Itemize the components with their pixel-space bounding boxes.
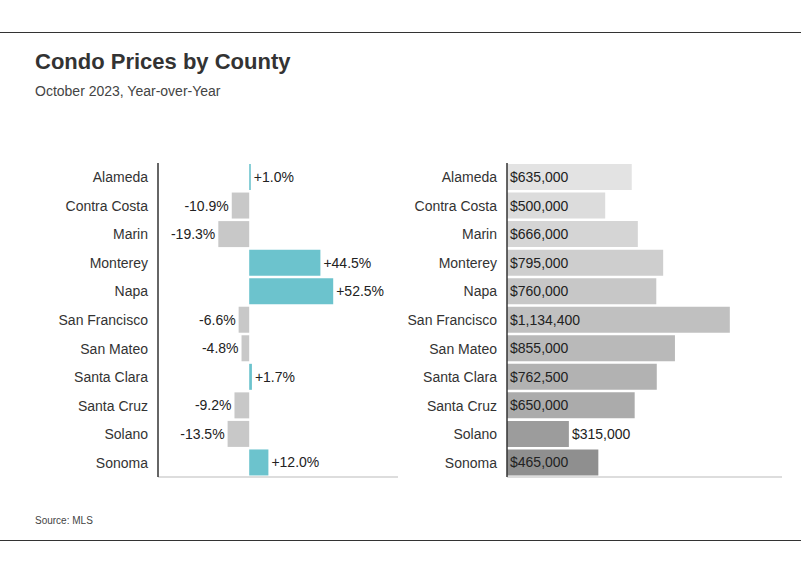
svg-text:+12.0%: +12.0%: [271, 454, 319, 470]
svg-text:Monterey: Monterey: [90, 255, 148, 271]
svg-text:San Mateo: San Mateo: [80, 341, 148, 357]
svg-text:$635,000: $635,000: [510, 169, 569, 185]
html-text:Source: MLS: Source: MLS: [35, 515, 93, 526]
svg-text:$465,000: $465,000: [510, 454, 569, 470]
svg-text:$762,500: $762,500: [510, 369, 569, 385]
svg-text:Santa Cruz: Santa Cruz: [78, 398, 148, 414]
svg-text:$500,000: $500,000: [510, 198, 569, 214]
svg-text:Napa: Napa: [115, 283, 149, 299]
html-text:October 2023, Year-over-Year: October 2023, Year-over-Year: [35, 83, 221, 99]
svg-text:San Francisco: San Francisco: [59, 312, 149, 328]
svg-text:Solano: Solano: [104, 426, 148, 442]
svg-text:Napa: Napa: [464, 283, 498, 299]
svg-text:+1.7%: +1.7%: [255, 369, 295, 385]
svg-text:Contra Costa: Contra Costa: [415, 198, 498, 214]
svg-text:Contra Costa: Contra Costa: [66, 198, 149, 214]
svg-text:Monterey: Monterey: [439, 255, 497, 271]
svg-text:Alameda: Alameda: [93, 169, 148, 185]
svg-text:San Francisco: San Francisco: [408, 312, 498, 328]
svg-text:+1.0%: +1.0%: [254, 169, 294, 185]
svg-text:$1,134,400: $1,134,400: [510, 312, 580, 328]
svg-text:Marin: Marin: [462, 226, 497, 242]
svg-text:$795,000: $795,000: [510, 255, 569, 271]
svg-text:+52.5%: +52.5%: [336, 283, 384, 299]
svg-text:San Mateo: San Mateo: [429, 341, 497, 357]
svg-text:Sonoma: Sonoma: [445, 455, 497, 471]
svg-text:-10.9%: -10.9%: [184, 198, 228, 214]
svg-text:Marin: Marin: [113, 226, 148, 242]
svg-text:Santa Clara: Santa Clara: [423, 369, 497, 385]
svg-text:$855,000: $855,000: [510, 340, 569, 356]
html-text:Condo Prices by County: Condo Prices by County: [35, 49, 291, 74]
svg-text:-6.6%: -6.6%: [199, 312, 236, 328]
svg-text:$315,000: $315,000: [572, 426, 631, 442]
svg-text:+44.5%: +44.5%: [323, 255, 371, 271]
svg-text:-4.8%: -4.8%: [202, 340, 239, 356]
svg-text:Sonoma: Sonoma: [96, 455, 148, 471]
svg-text:$650,000: $650,000: [510, 397, 569, 413]
svg-text:-13.5%: -13.5%: [180, 426, 224, 442]
svg-text:Solano: Solano: [453, 426, 497, 442]
svg-text:Santa Clara: Santa Clara: [74, 369, 148, 385]
svg-text:-9.2%: -9.2%: [195, 397, 232, 413]
svg-text:Alameda: Alameda: [442, 169, 497, 185]
svg-text:-19.3%: -19.3%: [171, 226, 215, 242]
svg-text:$760,000: $760,000: [510, 283, 569, 299]
svg-text:$666,000: $666,000: [510, 226, 569, 242]
svg-text:Santa Cruz: Santa Cruz: [427, 398, 497, 414]
